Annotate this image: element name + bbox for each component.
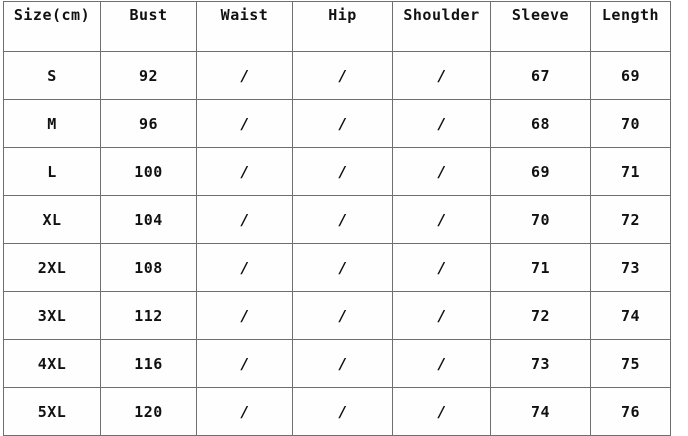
cell-waist: / <box>196 99 293 148</box>
cell-length: 75 <box>590 339 671 388</box>
cell-bust: 108 <box>100 243 197 292</box>
column-header-bust: Bust <box>100 1 197 52</box>
cell-hip: / <box>292 51 393 100</box>
table-row: 3XL 112 / / / 72 74 <box>3 291 671 340</box>
cell-sleeve: 70 <box>490 195 591 244</box>
column-header-size: Size(cm) <box>3 1 101 52</box>
cell-shoulder: / <box>392 51 491 100</box>
cell-shoulder: / <box>392 339 491 388</box>
table-row: S 92 / / / 67 69 <box>3 51 671 100</box>
size-chart-container: Size(cm) Bust Waist Hip Shoulder Sleeve … <box>3 1 671 436</box>
table-row: 4XL 116 / / / 73 75 <box>3 339 671 388</box>
table-row: 2XL 108 / / / 71 73 <box>3 243 671 292</box>
cell-hip: / <box>292 147 393 196</box>
cell-waist: / <box>196 147 293 196</box>
cell-waist: / <box>196 51 293 100</box>
table-row: L 100 / / / 69 71 <box>3 147 671 196</box>
table-row: M 96 / / / 68 70 <box>3 99 671 148</box>
cell-length: 76 <box>590 387 671 436</box>
column-header-length: Length <box>590 1 671 52</box>
cell-hip: / <box>292 243 393 292</box>
cell-length: 72 <box>590 195 671 244</box>
cell-bust: 116 <box>100 339 197 388</box>
cell-waist: / <box>196 387 293 436</box>
cell-length: 73 <box>590 243 671 292</box>
column-header-hip: Hip <box>292 1 393 52</box>
table-header-row: Size(cm) Bust Waist Hip Shoulder Sleeve … <box>3 1 671 52</box>
cell-bust: 120 <box>100 387 197 436</box>
table-row: 5XL 120 / / / 74 76 <box>3 387 671 436</box>
cell-bust: 112 <box>100 291 197 340</box>
cell-sleeve: 72 <box>490 291 591 340</box>
cell-size: 4XL <box>3 339 101 388</box>
column-header-sleeve: Sleeve <box>490 1 591 52</box>
cell-hip: / <box>292 99 393 148</box>
cell-size: XL <box>3 195 101 244</box>
column-header-shoulder: Shoulder <box>392 1 491 52</box>
cell-sleeve: 69 <box>490 147 591 196</box>
cell-size: S <box>3 51 101 100</box>
table-row: XL 104 / / / 70 72 <box>3 195 671 244</box>
cell-hip: / <box>292 387 393 436</box>
cell-sleeve: 73 <box>490 339 591 388</box>
column-header-waist: Waist <box>196 1 293 52</box>
cell-shoulder: / <box>392 195 491 244</box>
cell-waist: / <box>196 339 293 388</box>
cell-sleeve: 71 <box>490 243 591 292</box>
cell-sleeve: 67 <box>490 51 591 100</box>
cell-bust: 104 <box>100 195 197 244</box>
cell-size: L <box>3 147 101 196</box>
cell-bust: 100 <box>100 147 197 196</box>
cell-size: 5XL <box>3 387 101 436</box>
cell-sleeve: 74 <box>490 387 591 436</box>
cell-waist: / <box>196 291 293 340</box>
size-chart-table: Size(cm) Bust Waist Hip Shoulder Sleeve … <box>3 1 671 436</box>
cell-sleeve: 68 <box>490 99 591 148</box>
cell-shoulder: / <box>392 387 491 436</box>
cell-length: 69 <box>590 51 671 100</box>
cell-shoulder: / <box>392 147 491 196</box>
cell-hip: / <box>292 339 393 388</box>
cell-shoulder: / <box>392 99 491 148</box>
cell-length: 70 <box>590 99 671 148</box>
cell-waist: / <box>196 243 293 292</box>
cell-size: M <box>3 99 101 148</box>
cell-waist: / <box>196 195 293 244</box>
cell-bust: 96 <box>100 99 197 148</box>
cell-shoulder: / <box>392 243 491 292</box>
cell-length: 74 <box>590 291 671 340</box>
cell-length: 71 <box>590 147 671 196</box>
cell-size: 2XL <box>3 243 101 292</box>
cell-hip: / <box>292 291 393 340</box>
cell-hip: / <box>292 195 393 244</box>
cell-bust: 92 <box>100 51 197 100</box>
cell-shoulder: / <box>392 291 491 340</box>
cell-size: 3XL <box>3 291 101 340</box>
